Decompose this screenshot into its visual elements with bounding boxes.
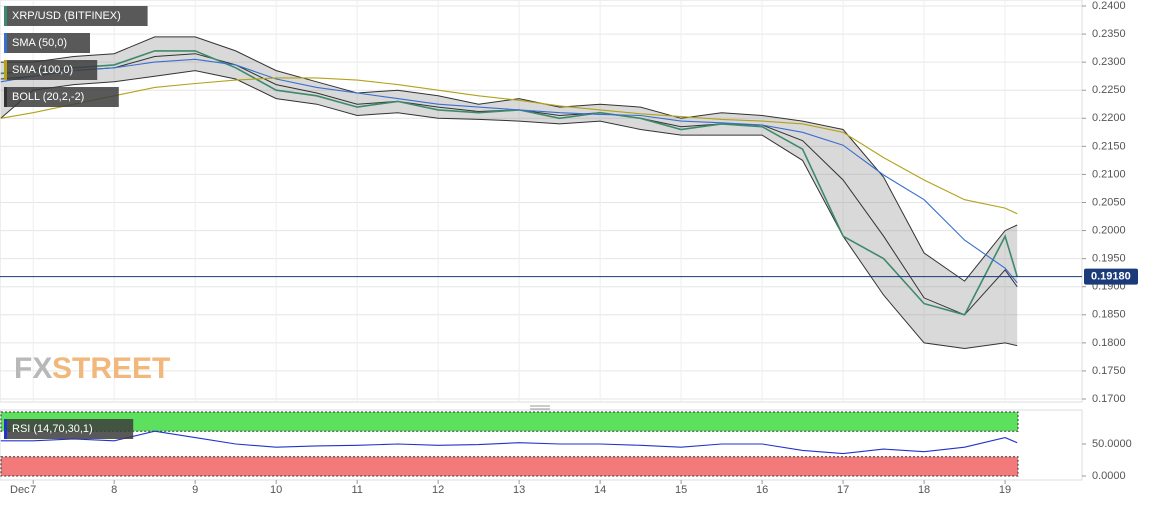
y-tick-label: 0.2000 [1092, 224, 1126, 236]
band-fill [0, 36, 1018, 349]
legend-box [4, 87, 119, 107]
x-tick-label: 16 [756, 484, 768, 496]
x-month-label: Dec [10, 484, 30, 496]
grid [0, 0, 1086, 484]
series-line [0, 70, 1018, 350]
series-line [0, 77, 1018, 215]
watermark-street: STREET [52, 352, 170, 385]
legend-label: SMA (100,0) [12, 64, 73, 76]
legend-box [4, 33, 90, 53]
legend-label: BOLL (20,2,-2) [12, 91, 84, 103]
x-tick-label: 14 [594, 484, 606, 496]
x-tick-label: 17 [837, 484, 849, 496]
current-price-label: 0.19180 [1091, 271, 1131, 283]
x-tick-label: 7 [30, 484, 36, 496]
y-tick-label: 0.1950 [1092, 253, 1126, 265]
y-tick-label: 0.2100 [1092, 168, 1126, 180]
series-line [0, 36, 1018, 282]
x-tick-label: 8 [111, 484, 117, 496]
legend-label: RSI (14,70,30,1) [12, 423, 93, 435]
y-tick-label: 0.0000 [1092, 470, 1126, 482]
oversold-zone [0, 456, 1019, 477]
series-line [0, 430, 1018, 455]
x-tick-label: 11 [351, 484, 362, 496]
y-tick-label: 0.1800 [1092, 337, 1126, 349]
y-tick-label: 0.2200 [1092, 112, 1126, 124]
y-tick-label: 0.2150 [1092, 140, 1126, 152]
legend-box [4, 419, 134, 439]
plot [0, 36, 1082, 477]
overbought-zone [0, 411, 1019, 432]
y-tick-label: 0.2350 [1092, 28, 1126, 40]
legend-box [4, 6, 148, 26]
series-line [0, 58, 1018, 284]
y-tick-label: 50.0000 [1092, 438, 1132, 450]
y-tick-label: 0.1850 [1092, 309, 1126, 321]
y-tick-label: 0.2050 [1092, 196, 1126, 208]
x-tick-label: 19 [999, 484, 1011, 496]
legend-label: XRP/USD (BITFINEX) [12, 10, 121, 22]
y-tick-label: 0.2300 [1092, 56, 1126, 68]
y-tick-label: 0.1700 [1092, 393, 1126, 405]
y-tick-label: 0.2400 [1092, 0, 1126, 12]
x-tick-label: 13 [513, 484, 525, 496]
legend-swatch [4, 419, 7, 439]
current-price-tag [1084, 268, 1138, 285]
x-tick-label: 15 [675, 484, 687, 496]
x-tick-label: 12 [432, 484, 444, 496]
y-tick-label: 0.2250 [1092, 84, 1126, 96]
legend-swatch [4, 87, 7, 107]
legend-box [4, 60, 98, 80]
legend-swatch [4, 33, 7, 53]
legend-swatch [4, 6, 7, 26]
legend-swatch [4, 60, 7, 80]
y-tick-label: 0.1750 [1092, 365, 1126, 377]
x-tick-label: 10 [270, 484, 282, 496]
legend: XRP/USD (BITFINEX) SMA (50,0) SMA (100,0) B… [4, 6, 148, 439]
watermark-fx: FX [14, 352, 52, 385]
legend-label: SMA (50,0) [12, 37, 67, 49]
x-tick-label: 18 [918, 484, 930, 496]
x-tick-label: 9 [192, 484, 198, 496]
price-pane [0, 0, 1083, 403]
